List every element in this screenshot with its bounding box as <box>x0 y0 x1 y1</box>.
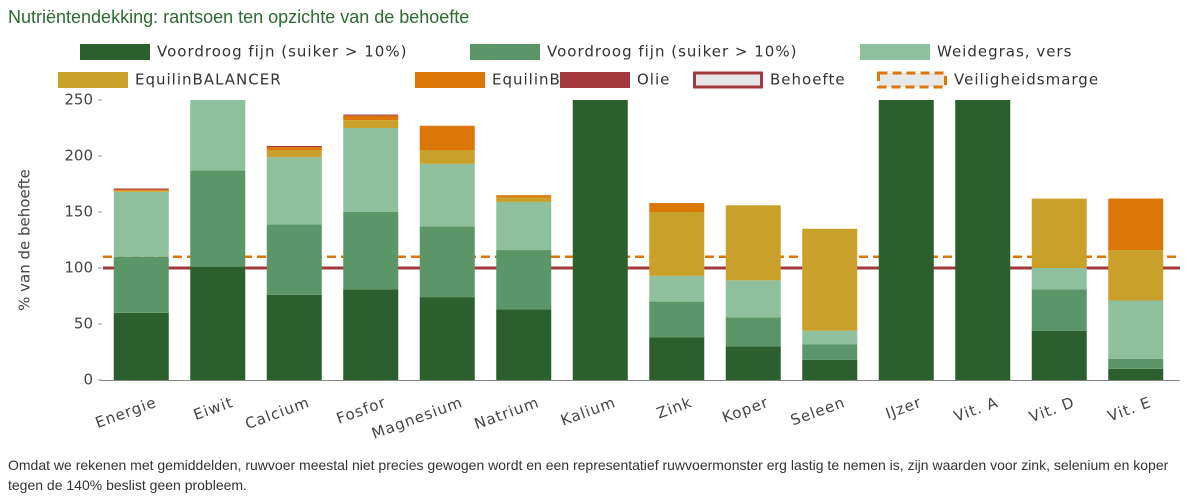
bar-segment <box>496 195 552 198</box>
legend-swatch <box>58 72 128 88</box>
bar-segment <box>419 226 475 298</box>
bar-segment <box>190 100 246 171</box>
footnote: Omdat we rekenen met gemiddelden, ruwvoe… <box>8 457 1169 493</box>
legend-label: Veiligheidsmarge <box>954 71 1099 89</box>
bar-segment <box>496 309 552 380</box>
x-tick-label: Vit. E <box>1105 393 1153 425</box>
bar-segment <box>113 189 169 191</box>
bar-segment <box>343 115 399 121</box>
bar-segment <box>725 346 781 380</box>
bar-segment <box>113 191 169 257</box>
chart-title: Nutriëntendekking: rantsoen ten opzichte… <box>8 7 469 27</box>
y-tick-label: 50 <box>74 315 93 333</box>
bar-segment <box>113 312 169 380</box>
bar-segment <box>496 250 552 310</box>
x-tick-label: Kalium <box>558 393 618 429</box>
legend-label: Olie <box>637 71 670 89</box>
bar-segment <box>802 330 858 345</box>
bar-segment <box>1031 198 1087 268</box>
y-tick-label: 250 <box>64 91 93 109</box>
legend-label: Voordroog fijn (suiker > 10%) <box>157 43 407 61</box>
bar-segment <box>1108 300 1164 359</box>
bar-segment <box>725 317 781 347</box>
bar-segment <box>802 344 858 360</box>
x-tick-label: Zink <box>654 393 695 422</box>
bar-segment <box>266 150 322 158</box>
legend-label: Voordroog fijn (suiker > 10%) <box>547 43 797 61</box>
legend-swatch <box>415 72 485 88</box>
bar-segment <box>1108 368 1164 380</box>
bar-segment <box>419 297 475 380</box>
bar-segment <box>419 125 475 151</box>
y-axis-title: % van de behoefte <box>16 169 34 311</box>
bar-segment <box>113 188 169 190</box>
legend-label: Behoefte <box>770 71 846 89</box>
y-tick-label: 100 <box>64 259 93 277</box>
bar-segment <box>113 190 169 192</box>
legend-swatch <box>560 72 630 88</box>
x-tick-label: IJzer <box>883 393 924 423</box>
bar-segment <box>266 157 322 225</box>
bar-segment <box>725 205 781 281</box>
bar-segment <box>955 100 1011 380</box>
bar-segment <box>419 163 475 227</box>
bar-segment <box>649 203 705 212</box>
bar-segment <box>1108 358 1164 369</box>
bar-segment <box>725 280 781 318</box>
bar-segment <box>878 100 934 380</box>
bar-segment <box>649 275 705 302</box>
bar-segment <box>1108 198 1164 251</box>
bar-segment <box>1031 268 1087 290</box>
bar-segment <box>190 266 246 380</box>
legend-label: EquilinBALANCER <box>135 71 282 89</box>
y-tick-label: 0 <box>83 371 93 389</box>
bar-segment <box>649 337 705 380</box>
bar-segment <box>266 224 322 295</box>
legend-swatch <box>470 44 540 60</box>
bar-segment <box>802 228 858 331</box>
bar-segment <box>343 128 399 212</box>
bar-segment <box>649 212 705 276</box>
legend-swatch <box>860 44 930 60</box>
legend-swatch <box>877 71 947 89</box>
bar-segment <box>802 359 858 380</box>
x-tick-label: Energie <box>93 393 159 432</box>
x-tick-label: Vit. A <box>951 393 1000 426</box>
legend-swatch <box>693 71 763 89</box>
bar-segment <box>1031 330 1087 380</box>
bar-segment <box>496 197 552 202</box>
legend-swatch <box>80 44 150 60</box>
bar-segment <box>343 212 399 290</box>
bar-segment <box>266 147 322 151</box>
bar-segment <box>266 145 322 148</box>
x-tick-label: Eiwit <box>191 393 236 424</box>
x-tick-label: Natrium <box>472 393 542 433</box>
bar-segment <box>496 201 552 251</box>
plot-area <box>103 100 1180 380</box>
y-tick-label: 200 <box>64 147 93 165</box>
x-tick-label: Koper <box>720 393 771 426</box>
x-tick-label: Seleen <box>788 393 848 429</box>
bar-segment <box>266 294 322 380</box>
y-tick-label: 150 <box>64 203 93 221</box>
bar-segment <box>343 114 399 116</box>
bar-segment <box>1108 250 1164 301</box>
bar-segment <box>343 120 399 128</box>
chart: Nutriëntendekking: rantsoen ten opzichte… <box>8 7 1180 443</box>
bar-segment <box>649 301 705 338</box>
bar-segment <box>113 256 169 313</box>
bar-segment <box>419 150 475 164</box>
x-tick-label: Calcium <box>243 393 312 433</box>
bar-segment <box>1031 289 1087 331</box>
bar-segment <box>572 100 628 380</box>
legend-label: Weidegras, vers <box>937 43 1072 61</box>
x-tick-label: Vit. D <box>1027 393 1077 426</box>
bar-segment <box>190 170 246 267</box>
bar-segment <box>343 289 399 380</box>
